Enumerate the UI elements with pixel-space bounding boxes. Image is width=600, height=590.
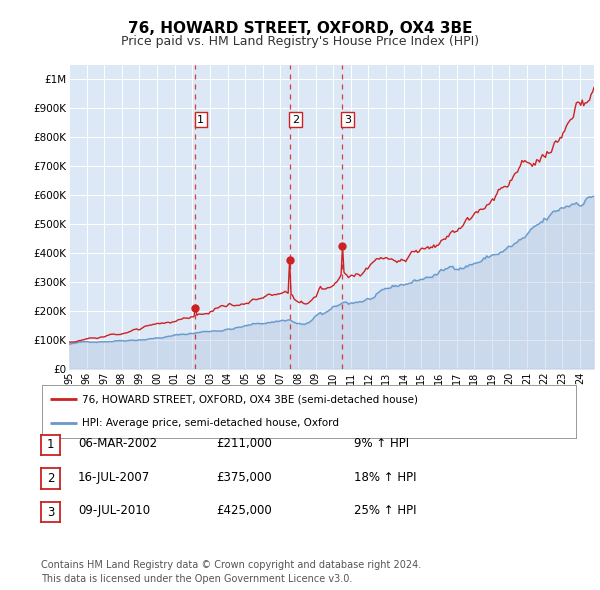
Text: 18% ↑ HPI: 18% ↑ HPI (354, 471, 416, 484)
Text: Contains HM Land Registry data © Crown copyright and database right 2024.
This d: Contains HM Land Registry data © Crown c… (41, 560, 421, 584)
Text: 1: 1 (197, 114, 204, 124)
Text: £211,000: £211,000 (216, 437, 272, 450)
Text: 09-JUL-2010: 09-JUL-2010 (78, 504, 150, 517)
Text: 06-MAR-2002: 06-MAR-2002 (78, 437, 157, 450)
Text: 25% ↑ HPI: 25% ↑ HPI (354, 504, 416, 517)
Text: 3: 3 (47, 506, 54, 519)
Text: HPI: Average price, semi-detached house, Oxford: HPI: Average price, semi-detached house,… (82, 418, 339, 428)
Text: £375,000: £375,000 (216, 471, 272, 484)
Text: 16-JUL-2007: 16-JUL-2007 (78, 471, 150, 484)
Text: 2: 2 (292, 114, 299, 124)
Text: £425,000: £425,000 (216, 504, 272, 517)
Text: 2: 2 (47, 472, 54, 485)
Text: 3: 3 (344, 114, 351, 124)
Text: 76, HOWARD STREET, OXFORD, OX4 3BE: 76, HOWARD STREET, OXFORD, OX4 3BE (128, 21, 472, 36)
Text: 76, HOWARD STREET, OXFORD, OX4 3BE (semi-detached house): 76, HOWARD STREET, OXFORD, OX4 3BE (semi… (82, 394, 418, 404)
Text: 9% ↑ HPI: 9% ↑ HPI (354, 437, 409, 450)
Text: Price paid vs. HM Land Registry's House Price Index (HPI): Price paid vs. HM Land Registry's House … (121, 35, 479, 48)
Text: 1: 1 (47, 438, 54, 451)
